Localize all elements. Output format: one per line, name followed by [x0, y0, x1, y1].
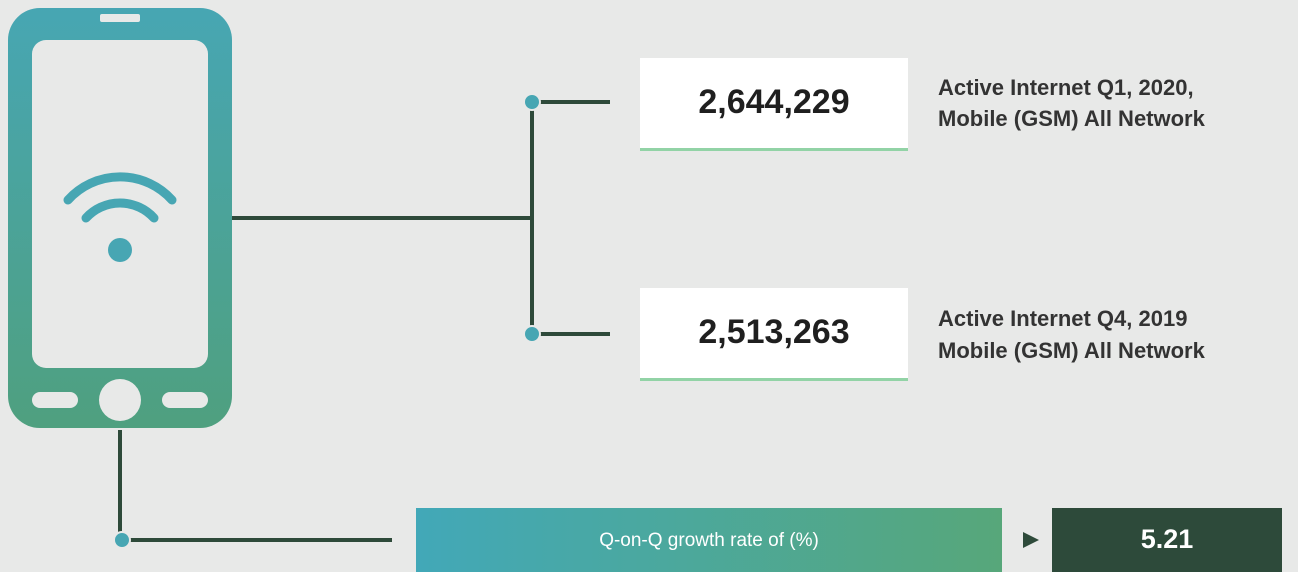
stat-label: Active Internet Q1, 2020, [938, 75, 1194, 100]
growth: Q-on-Q growth rate of (%) 5.21 [416, 508, 1282, 572]
stat-card: 2,513,263 Active Internet Q4, 2019 Mobil… [640, 288, 1206, 381]
stat-label: Mobile (GSM) All Network [938, 338, 1206, 363]
stat-label: Mobile (GSM) All Network [938, 106, 1206, 131]
stat-value: 2,513,263 [698, 313, 849, 351]
phone-icon [8, 8, 232, 428]
growth-value: 5.21 [1141, 524, 1194, 554]
connectors [118, 100, 610, 542]
connector-dots [113, 93, 541, 549]
growth-label: Q-on-Q growth rate of (%) [599, 530, 819, 551]
stat-label: Active Internet Q4, 2019 [938, 306, 1187, 331]
stat-value: 2,644,229 [698, 83, 849, 121]
stat-card: 2,644,229 Active Internet Q1, 2020, Mobi… [640, 58, 1206, 151]
